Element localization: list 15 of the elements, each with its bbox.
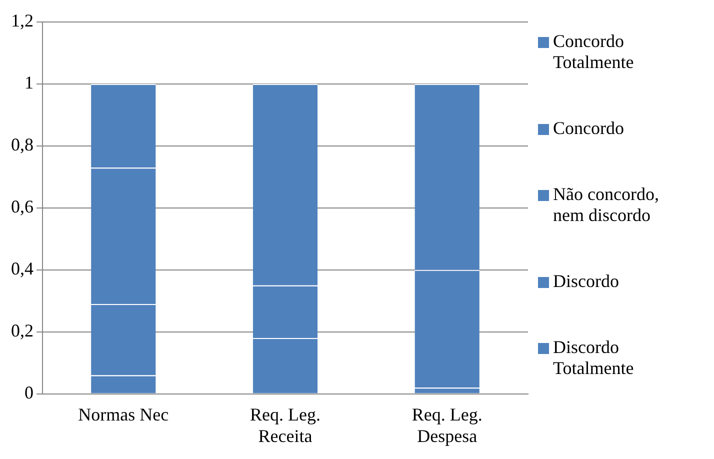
legend-label: Não concordo, nem discordo [553,184,659,226]
y-tick-label: 0,4 [11,258,34,279]
y-tick-label: 0,8 [11,134,34,155]
legend-label: Concordo Totalmente [553,30,634,72]
x-tick-label: Normas Nec [78,404,169,424]
y-tick-label: 0,6 [11,196,34,217]
legend-label: Concordo [553,118,624,138]
legend-label: Discordo Totalmente [553,336,634,378]
x-tick-label: Req. Leg. Despesa [412,404,482,446]
legend-label: Discordo [553,270,619,292]
y-tick-label: 0,2 [11,320,34,341]
y-tick-label: 1,2 [11,10,34,31]
x-tick-label: Req. Leg. Receita [250,404,320,446]
y-tick-label: 1 [24,72,34,93]
y-tick-label: 0 [24,382,34,403]
